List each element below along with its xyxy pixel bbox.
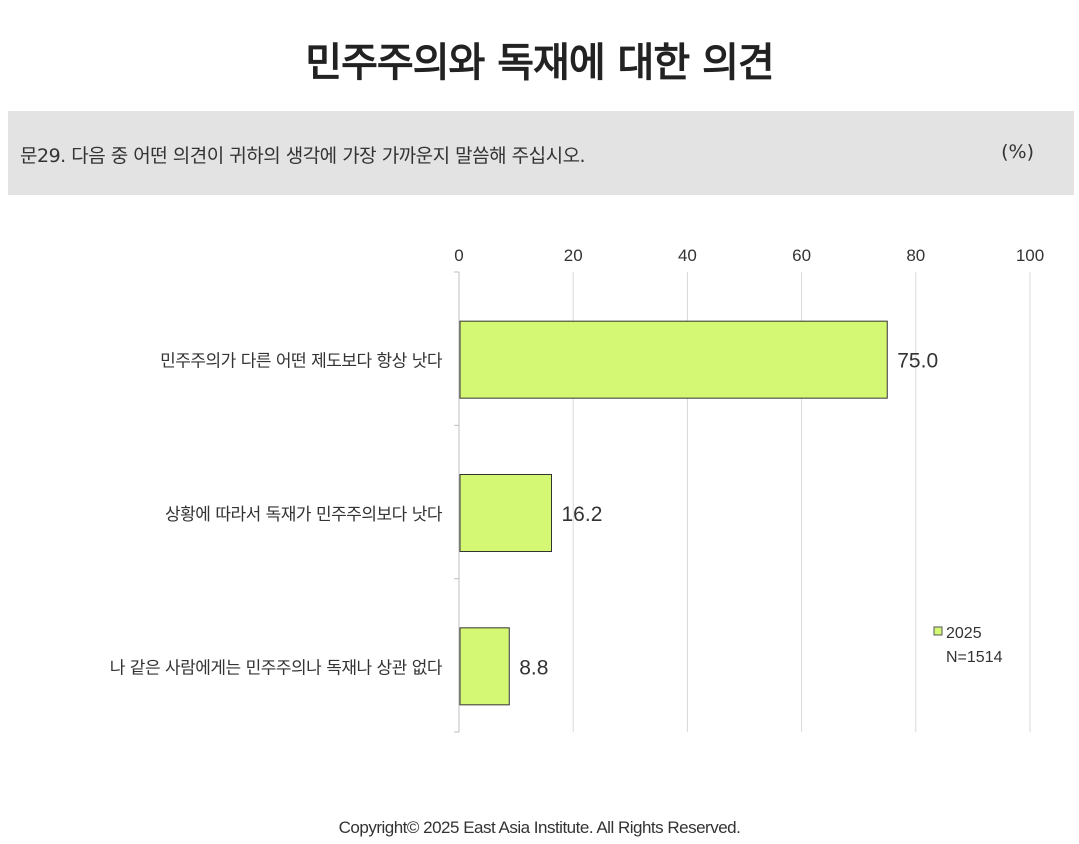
category-label: 나 같은 사람에게는 민주주의나 독재나 상관 없다 xyxy=(110,658,443,678)
x-tick-label: 20 xyxy=(564,246,583,265)
copyright: Copyright© 2025 East Asia Institute. All… xyxy=(338,818,741,837)
category-label: 민주주의가 다른 어떤 제도보다 항상 낫다 xyxy=(160,352,443,372)
bar xyxy=(459,474,553,552)
data-label: 8.8 xyxy=(519,656,548,679)
bar xyxy=(459,627,510,706)
x-tick-label: 40 xyxy=(678,246,697,265)
data-label: 16.2 xyxy=(562,503,603,526)
question-text: 문29. 다음 중 어떤 의견이 귀하의 생각에 가장 가까운지 말씀해 주십시… xyxy=(20,145,586,167)
x-tick-label: 80 xyxy=(906,246,925,265)
page-title: 민주주의와 독재에 대한 의견 xyxy=(305,40,774,86)
x-tick-label: 100 xyxy=(1016,246,1044,265)
legend-label: 2025 xyxy=(946,625,982,642)
data-label: 75.0 xyxy=(897,350,938,373)
legend-note: N=1514 xyxy=(946,649,1003,666)
category-label: 상황에 따라서 독재가 민주주의보다 낫다 xyxy=(165,505,443,525)
x-tick-label: 0 xyxy=(454,246,463,265)
x-tick-label: 60 xyxy=(792,246,811,265)
bar xyxy=(459,320,888,399)
question-banner: 문29. 다음 중 어떤 의견이 귀하의 생각에 가장 가까운지 말씀해 주십시… xyxy=(8,111,1074,195)
legend-swatch xyxy=(933,626,943,636)
unit-label: (%) xyxy=(1001,141,1034,163)
